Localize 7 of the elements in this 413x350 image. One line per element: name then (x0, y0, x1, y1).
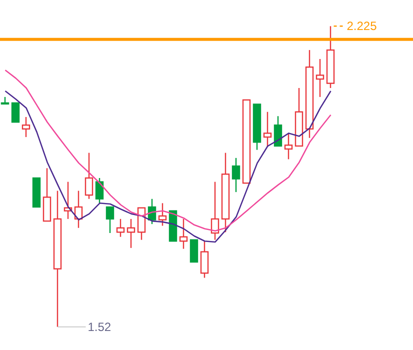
candlestick (53, 190, 62, 328)
annotation: 1.52 (88, 320, 112, 334)
candlestick (316, 58, 324, 98)
candlestick (221, 152, 230, 233)
candlestick (284, 132, 293, 160)
text: 2.225 (346, 19, 378, 34)
candlestick (263, 111, 272, 148)
